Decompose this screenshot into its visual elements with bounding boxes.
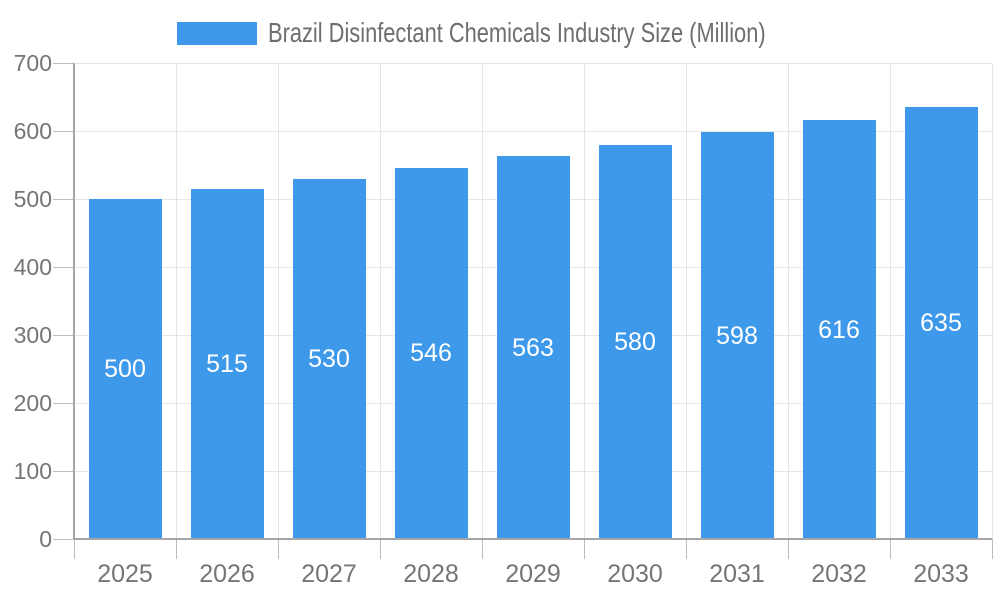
x-axis-label: 2030 [607,560,663,588]
bar-2027[interactable] [292,178,366,539]
y-tick [53,266,74,268]
x-axis-label: 2033 [913,560,969,588]
bar-2029[interactable] [496,156,570,539]
y-axis-label: 700 [13,50,52,76]
y-axis-label: 100 [13,458,52,484]
bar-value-label: 500 [104,355,146,383]
bar-value-label: 616 [818,315,860,344]
bar-value-label: 563 [512,333,554,362]
x-axis-line [73,538,992,540]
x-tick [787,539,789,559]
x-axis-label: 2031 [709,560,765,588]
x-gridline [685,63,687,539]
x-axis-label: 2025 [97,560,153,588]
bar-value-label: 546 [410,339,452,368]
bar-2031[interactable] [700,132,774,539]
bar-2026[interactable] [190,188,264,539]
bar-2033[interactable] [904,107,978,539]
y-axis-label: 200 [13,390,52,416]
y-axis-label: 400 [13,254,52,280]
x-tick [73,539,75,559]
bar-value-label: 598 [716,321,758,350]
bar-2032[interactable] [802,120,876,539]
y-tick [53,538,74,540]
x-tick [991,539,993,559]
bar-2030[interactable] [598,144,672,539]
x-axis-label: 2027 [301,560,357,588]
y-axis-label: 0 [39,526,52,552]
y-tick [53,62,74,64]
y-axis-line [73,63,75,539]
y-tick [53,334,74,336]
bar-value-label: 635 [920,309,962,338]
legend[interactable]: Brazil Disinfectant Chemicals Industry S… [177,17,906,48]
y-tick [53,470,74,472]
x-gridline [175,63,177,539]
x-axis-label: 2026 [199,560,255,588]
x-tick [379,539,381,559]
bar-value-label: 580 [614,327,656,356]
legend-label: Brazil Disinfectant Chemicals Industry S… [268,17,766,48]
x-gridline [379,63,381,539]
legend-swatch-icon [177,21,257,45]
y-gridline [74,130,992,132]
y-axis-label: 600 [13,118,52,144]
x-axis-label: 2028 [403,560,459,588]
bar-2028[interactable] [394,167,468,539]
y-tick [53,130,74,132]
x-tick [277,539,279,559]
bar-value-label: 515 [206,349,248,378]
x-axis-label: 2032 [811,560,867,588]
y-gridline [74,62,992,64]
x-gridline [277,63,279,539]
x-gridline [787,63,789,539]
x-tick [175,539,177,559]
y-tick [53,198,74,200]
bar-value-label: 530 [308,344,350,373]
y-axis-label: 300 [13,322,52,348]
x-tick [685,539,687,559]
x-gridline [481,63,483,539]
bar-2025[interactable] [88,199,162,539]
x-tick [583,539,585,559]
x-gridline [583,63,585,539]
x-gridline [889,63,891,539]
x-tick [889,539,891,559]
y-tick [53,402,74,404]
x-tick [481,539,483,559]
x-gridline [991,63,993,539]
x-axis-label: 2029 [505,560,561,588]
y-axis-label: 500 [13,186,52,212]
